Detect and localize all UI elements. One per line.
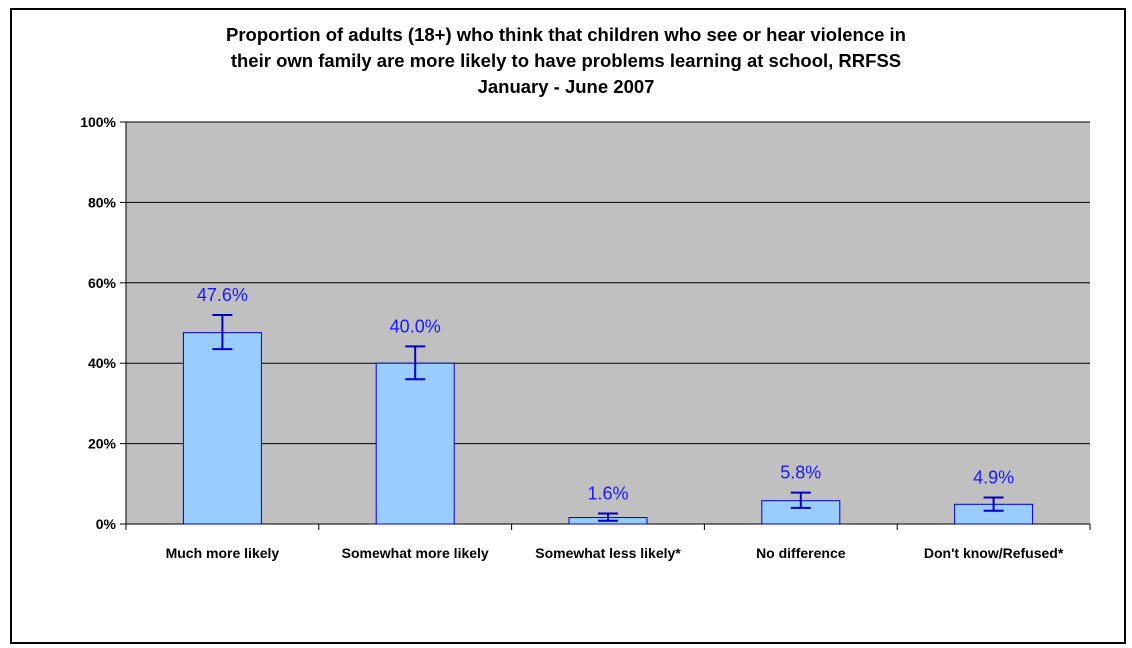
x-category-label: Much more likely [166, 545, 280, 561]
bars [182, 332, 1034, 525]
x-category-label: Don't know/Refused* [924, 545, 1064, 561]
data-labels: 47.6% 40.0% 1.6% 5.8% 4.9% [197, 285, 1014, 504]
chart-title: Proportion of adults (18+) who think tha… [0, 22, 1132, 100]
x-category-label: Somewhat less likely* [535, 545, 681, 561]
chart-title-line-1: Proportion of adults (18+) who think tha… [226, 24, 906, 45]
y-tick-label: 60% [88, 275, 117, 291]
y-tick-label: 80% [88, 194, 117, 210]
bar [375, 362, 455, 525]
y-tick-label: 0% [96, 516, 117, 532]
x-category-label: No difference [756, 545, 846, 561]
error-bars [212, 313, 1004, 522]
data-label: 47.6% [197, 285, 248, 305]
x-category-label: Somewhat more likely [342, 545, 489, 561]
y-axis: 0% 20% 40% 60% 80% 100% [80, 114, 127, 532]
y-tick-label: 20% [88, 436, 117, 452]
y-tick-label: 100% [80, 114, 116, 130]
plot-area [126, 122, 1090, 524]
bar [182, 332, 262, 525]
data-label: 40.0% [390, 316, 441, 336]
y-tick-label: 40% [88, 355, 117, 371]
data-label: 4.9% [973, 467, 1014, 487]
data-label: 1.6% [587, 484, 628, 504]
gridlines [126, 121, 1090, 445]
chart-title-line-3: January - June 2007 [477, 76, 655, 97]
chart-title-line-2: their own family are more likely to have… [230, 50, 902, 71]
x-axis: Much more likely Somewhat more likely Some… [125, 523, 1091, 561]
data-label: 5.8% [780, 463, 821, 483]
